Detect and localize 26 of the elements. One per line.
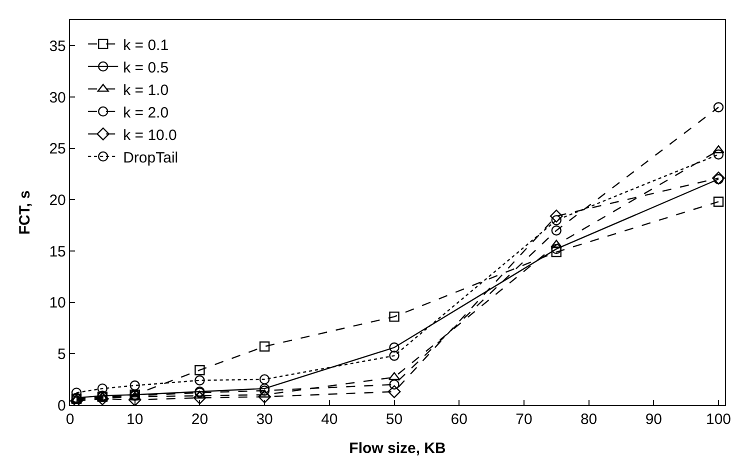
x-tick-label: 70 (516, 411, 532, 428)
x-tick-label: 10 (126, 411, 144, 428)
x-tick-label: 20 (191, 411, 208, 428)
legend-label: k = 1.0 (123, 82, 169, 99)
x-tick-label: 80 (580, 411, 598, 428)
x-tick-label: 30 (256, 411, 273, 428)
legend-label: k = 0.1 (123, 36, 169, 54)
legend-label: DropTail (123, 149, 178, 166)
legend-label: k = 10.0 (123, 126, 177, 144)
x-tick-label: 50 (386, 411, 403, 428)
x-tick-label: 90 (645, 411, 662, 428)
legend-label: k = 2.0 (123, 104, 169, 122)
x-axis-title: Flow size, KB (349, 440, 446, 458)
y-tick-label: 15 (49, 243, 66, 260)
y-tick-label: 25 (49, 140, 66, 158)
x-tick-label: 60 (450, 411, 468, 428)
y-axis-title: FCT, s (16, 190, 34, 235)
y-tick-label: 0 (58, 397, 66, 414)
legend-label: k = 0.5 (123, 59, 169, 76)
y-tick-label: 10 (49, 294, 66, 312)
x-tick-label: 100 (706, 411, 732, 428)
y-tick-label: 20 (49, 192, 66, 209)
y-tick-label: 35 (49, 38, 66, 55)
y-tick-label: 5 (58, 346, 66, 363)
x-tick-label: 40 (321, 411, 338, 428)
y-tick-label: 30 (49, 89, 66, 106)
